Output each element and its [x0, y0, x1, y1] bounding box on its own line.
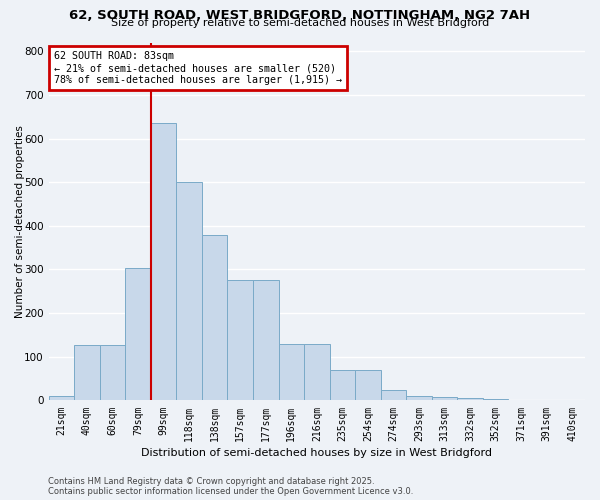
Bar: [227, 280, 253, 400]
Bar: [49, 396, 74, 400]
Bar: [151, 124, 176, 400]
Bar: [253, 280, 278, 400]
Bar: [278, 344, 304, 400]
Bar: [355, 370, 380, 400]
Bar: [457, 398, 483, 400]
Bar: [125, 268, 151, 400]
Bar: [380, 390, 406, 400]
X-axis label: Distribution of semi-detached houses by size in West Bridgford: Distribution of semi-detached houses by …: [142, 448, 493, 458]
Bar: [406, 396, 432, 400]
Bar: [202, 234, 227, 400]
Text: 62 SOUTH ROAD: 83sqm
← 21% of semi-detached houses are smaller (520)
78% of semi: 62 SOUTH ROAD: 83sqm ← 21% of semi-detac…: [54, 52, 342, 84]
Bar: [329, 370, 355, 400]
Text: Contains HM Land Registry data © Crown copyright and database right 2025.
Contai: Contains HM Land Registry data © Crown c…: [48, 476, 413, 496]
Bar: [432, 397, 457, 400]
Bar: [176, 182, 202, 400]
Bar: [74, 344, 100, 401]
Bar: [100, 344, 125, 401]
Text: Size of property relative to semi-detached houses in West Bridgford: Size of property relative to semi-detach…: [111, 18, 489, 28]
Bar: [304, 344, 329, 400]
Text: 62, SOUTH ROAD, WEST BRIDGFORD, NOTTINGHAM, NG2 7AH: 62, SOUTH ROAD, WEST BRIDGFORD, NOTTINGH…: [70, 9, 530, 22]
Y-axis label: Number of semi-detached properties: Number of semi-detached properties: [15, 125, 25, 318]
Bar: [483, 399, 508, 400]
